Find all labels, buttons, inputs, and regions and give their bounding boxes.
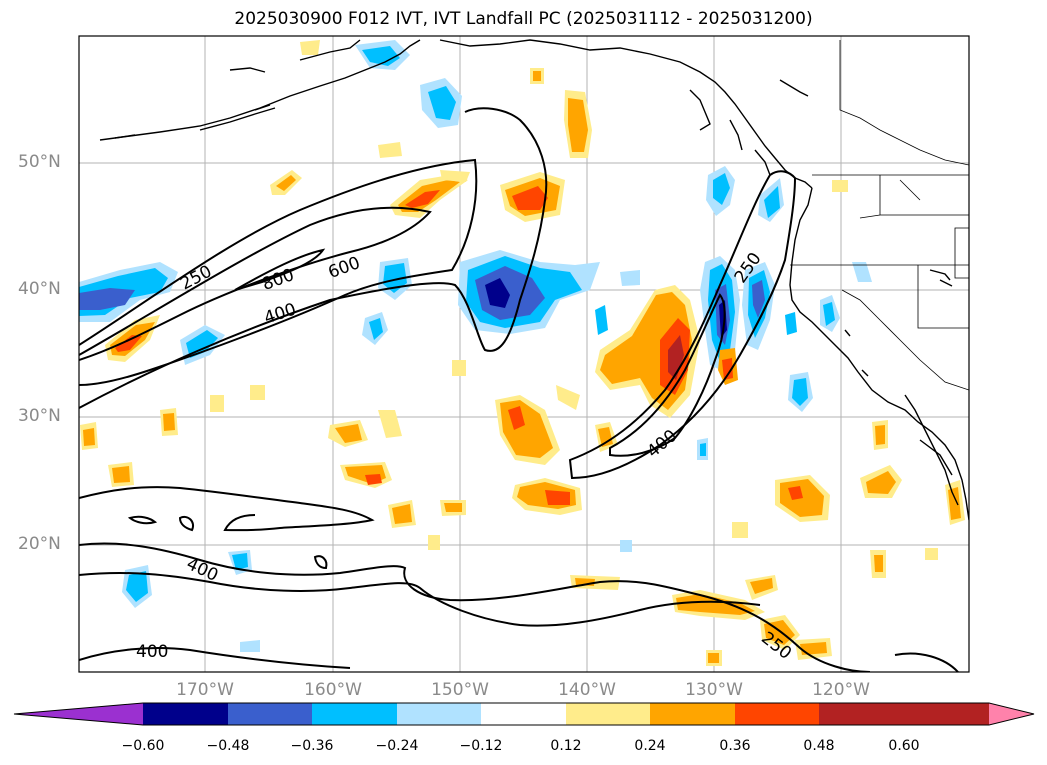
- colorbar-tick-label: −0.60: [121, 738, 165, 754]
- colorbar-extension-high: [989, 703, 1034, 725]
- contour-south-4: [79, 647, 351, 669]
- longitude-label: 170°W: [176, 680, 234, 700]
- contour-400-jet: [79, 206, 432, 361]
- colorbar-extension-low: [14, 703, 143, 725]
- colorbar-tick-label: 0.48: [803, 738, 835, 754]
- colorbar: [13, 702, 1035, 726]
- longitude-label: 150°W: [431, 680, 489, 700]
- positive-anomaly-areas: [80, 40, 965, 666]
- contour-small-1: [127, 515, 158, 525]
- colorbar-segment: [904, 703, 989, 725]
- contour-outer: [79, 107, 548, 409]
- colorbar-tick-label: 0.24: [634, 738, 666, 754]
- contour-coastal-400: [609, 293, 726, 457]
- graticule: [79, 36, 969, 672]
- colorbar-segment: [566, 703, 650, 725]
- contour-small-3: [313, 555, 328, 570]
- map-plot: [78, 35, 970, 673]
- latitude-label: 40°N: [18, 279, 61, 299]
- contour-800: [234, 248, 326, 291]
- contour-south-3: [79, 572, 761, 627]
- colorbar-segment: [735, 703, 819, 725]
- colorbar-tick-label: 0.60: [888, 738, 920, 754]
- political-borders: [790, 40, 969, 391]
- colorbar-segment: [312, 703, 397, 725]
- map-frame: [78, 35, 970, 673]
- colorbar-tick-label: −0.24: [375, 738, 419, 754]
- longitude-label: 140°W: [558, 680, 616, 700]
- colorbar-segment: [228, 703, 312, 725]
- contour-south-2: [79, 542, 871, 672]
- contour-south-1: [79, 486, 375, 532]
- colorbar-outline: [13, 702, 1035, 726]
- contour-250-jet: [79, 158, 478, 386]
- colorbar-segment: [143, 703, 228, 725]
- coastlines: [99, 39, 969, 521]
- colorbar-tick-label: −0.12: [459, 738, 503, 754]
- colorbar-tick-label: −0.48: [206, 738, 250, 754]
- contour-small-4: [894, 652, 959, 672]
- colorbar-segment: [819, 703, 904, 725]
- ivt-contours: [79, 107, 959, 672]
- colorbar-segment: [397, 703, 481, 725]
- contour-label: 400: [136, 642, 169, 662]
- colorbar-segment: [481, 703, 566, 725]
- latitude-label: 20°N: [18, 534, 61, 554]
- colorbar-tick-label: 0.36: [719, 738, 751, 754]
- latitude-label: 50°N: [18, 152, 61, 172]
- latitude-label: 30°N: [18, 406, 61, 426]
- colorbar-segment: [650, 703, 735, 725]
- map-title: 2025030900 F012 IVT, IVT Landfall PC (20…: [234, 9, 813, 29]
- longitude-label: 120°W: [812, 680, 870, 700]
- colorbar-tick-label: −0.36: [290, 738, 334, 754]
- contour-small-2: [178, 516, 194, 532]
- longitude-label: 130°W: [685, 680, 743, 700]
- longitude-label: 160°W: [304, 680, 362, 700]
- colorbar-tick-label: 0.12: [550, 738, 582, 754]
